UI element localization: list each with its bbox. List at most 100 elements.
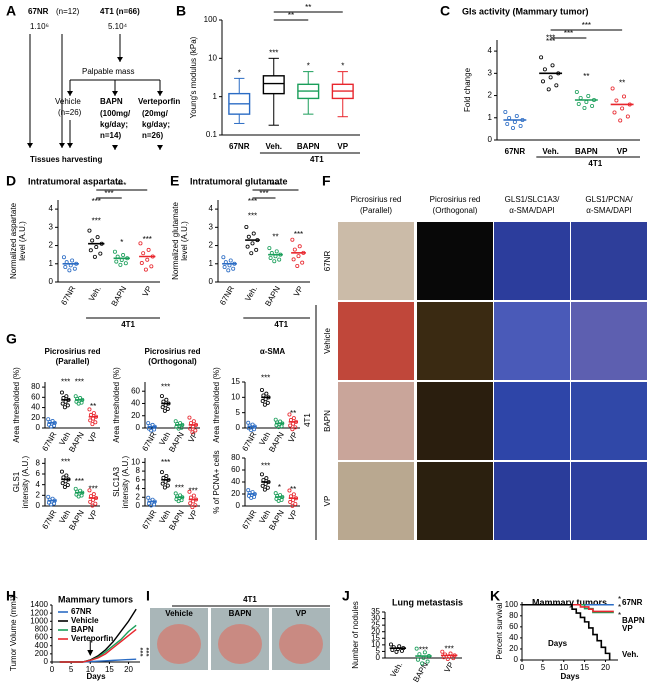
- dot: [226, 268, 231, 273]
- dot: [290, 237, 295, 242]
- dot: [295, 263, 300, 268]
- column-label: VP: [296, 609, 307, 618]
- dot: [550, 63, 555, 68]
- group-label: 4T1: [303, 413, 312, 427]
- y-axis-label: % of PCNA+ cells: [212, 450, 221, 513]
- significance: ***: [261, 461, 270, 470]
- x-tick-label: 67NR: [229, 142, 250, 151]
- y-tick-label: 40: [131, 399, 140, 408]
- label: Vehicle: [55, 97, 81, 106]
- significance: ***: [175, 483, 184, 492]
- dot: [190, 430, 195, 435]
- dot: [440, 649, 445, 654]
- micrograph: [338, 222, 414, 300]
- dot: [121, 253, 126, 258]
- dot: [244, 224, 249, 229]
- dot: [162, 408, 167, 413]
- x-axis-label: Days: [86, 672, 106, 681]
- y-tick-label: 15: [371, 633, 380, 642]
- dot: [625, 114, 630, 119]
- dot: [90, 238, 95, 243]
- micrograph: [417, 302, 493, 380]
- dot: [291, 492, 296, 497]
- dot: [60, 481, 65, 486]
- dot: [188, 501, 193, 506]
- significance: ***: [419, 645, 428, 654]
- dot: [614, 98, 619, 103]
- y-axis-label: GLS1: [12, 471, 21, 492]
- panel-title: Mammary tumors: [58, 594, 133, 604]
- dot: [540, 79, 545, 84]
- x-tick-label: 15: [580, 663, 589, 672]
- dot: [246, 234, 251, 239]
- dot: [290, 427, 295, 432]
- dot: [59, 390, 64, 395]
- y-tick-label: 100: [505, 600, 519, 609]
- dot: [93, 501, 98, 506]
- dot: [98, 251, 103, 256]
- x-tick-label: 67NR: [59, 284, 77, 306]
- x-tick-label: VP: [187, 431, 200, 445]
- dot: [512, 120, 517, 125]
- y-axis-label: Number of nodules: [351, 601, 360, 669]
- group-label: 4T1: [274, 320, 288, 329]
- x-tick-label: BAPN: [297, 142, 320, 151]
- significance: ***: [546, 37, 555, 46]
- dot: [260, 399, 265, 404]
- y-axis-label: Percent survival: [495, 602, 504, 659]
- y-tick-label: 6: [136, 475, 141, 484]
- column-header: α-SMA/DAPI: [586, 206, 632, 215]
- dot: [414, 646, 419, 651]
- dot: [264, 476, 269, 481]
- dot: [264, 391, 269, 396]
- micrograph: [417, 222, 493, 300]
- dot: [254, 247, 259, 252]
- dot: [146, 247, 151, 252]
- panel-title: Intratumoral glutamate: [190, 176, 288, 186]
- significance: *: [120, 238, 123, 247]
- y-tick-label: 4: [36, 480, 41, 489]
- legend-label: 67NR: [622, 598, 643, 607]
- dot: [187, 415, 192, 420]
- significance: *: [278, 483, 281, 492]
- y-tick-label: 3: [49, 222, 54, 231]
- y-tick-label: 1400: [30, 600, 48, 609]
- panel-title: GIs activity (Mammary tumor): [462, 6, 589, 16]
- group-label: 4T1: [243, 595, 257, 604]
- micrograph: [571, 222, 647, 300]
- x-tick-label: 67NR: [140, 508, 158, 530]
- significance: **: [90, 402, 96, 411]
- panel-title: (Parallel): [56, 357, 90, 366]
- arrowhead: [87, 650, 94, 656]
- micrograph: [571, 382, 647, 460]
- y-axis-label: Area thresholded (%): [212, 367, 221, 443]
- dot: [141, 251, 146, 256]
- significance: ***: [143, 235, 152, 244]
- significance: **: [290, 409, 296, 418]
- y-tick-label: 0: [136, 423, 141, 432]
- x-tick-label: 67NR: [218, 284, 236, 306]
- significance: ***: [61, 377, 70, 386]
- x-tick-label: 67NR: [505, 147, 526, 156]
- dot: [145, 257, 150, 262]
- dot: [65, 403, 70, 408]
- dot: [228, 258, 233, 263]
- dot: [288, 500, 293, 505]
- dot: [251, 231, 256, 236]
- y-tick-label: 60: [31, 392, 40, 401]
- dot: [165, 483, 170, 488]
- dot: [160, 481, 165, 486]
- dot: [574, 90, 579, 95]
- significance: *: [307, 62, 310, 71]
- significance: ***: [88, 485, 97, 494]
- x-tick-label: BAPN: [575, 147, 598, 156]
- dot: [590, 104, 595, 109]
- dot: [586, 94, 591, 99]
- micrograph: [417, 382, 493, 460]
- x-tick-label: VP: [292, 285, 305, 299]
- significance: ***: [104, 189, 113, 198]
- y-tick-label: 2: [488, 91, 493, 100]
- significance: ***: [259, 189, 268, 198]
- dot: [95, 235, 100, 240]
